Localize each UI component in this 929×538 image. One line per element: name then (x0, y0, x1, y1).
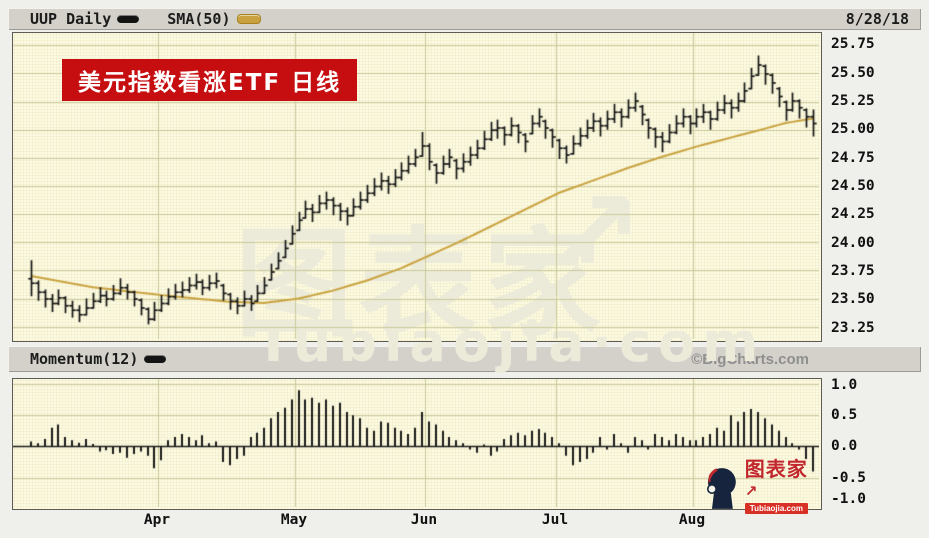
y-axis-tick-label: 25.00 (831, 121, 875, 138)
x-axis-month-label: Apr (143, 512, 171, 528)
tubiaojia-logo-texts: 图表家↗ Tubiaojia.com (744, 459, 821, 514)
y-axis-tick-label: -0.5 (831, 470, 866, 487)
chinese-title-banner: 美元指数看涨ETF 日线 (62, 59, 358, 101)
momentum-chart-canvas (13, 379, 819, 507)
y-axis-tick-label: 25.75 (831, 36, 875, 53)
momentum-label: Momentum(12) (30, 350, 139, 368)
momentum-header-bar: Momentum(12) ©BigCharts.com (8, 346, 921, 372)
y-axis-tick-label: 0.0 (831, 438, 858, 455)
y-axis-tick-label: 23.50 (831, 291, 875, 308)
price-y-axis: 25.75 25.50 25.25 25.00 24.75 24.50 24.25 24.00… (831, 32, 923, 340)
y-axis-tick-label: 24.25 (831, 206, 875, 223)
y-axis-tick-label: 25.25 (831, 93, 875, 110)
y-axis-tick-label: -1.0 (831, 491, 866, 507)
momentum-series-swatch-icon (144, 355, 167, 363)
tubiaojia-logo-arrow-icon: ↗ (744, 482, 759, 500)
tubiaojia-head-icon (706, 467, 736, 509)
x-axis-months: Apr May Jun Jul Aug (12, 512, 820, 532)
tubiaojia-logo-title: 图表家↗ (745, 459, 821, 501)
symbol-legend: UUP Daily (30, 10, 145, 28)
y-axis-tick-label: 23.75 (831, 262, 875, 279)
y-axis-tick-label: 24.50 (831, 178, 875, 194)
y-axis-tick-label: 24.00 (831, 234, 875, 251)
y-axis-tick-label: 1.0 (831, 377, 858, 393)
momentum-panel: 图表家↗ Tubiaojia.com (12, 378, 822, 514)
momentum-legend: Momentum(12) (30, 350, 172, 368)
sma-label: SMA(50) (167, 10, 231, 28)
sma-legend: SMA(50) (167, 10, 266, 28)
y-axis-tick-label: 23.25 (831, 319, 875, 336)
symbol-label: UUP Daily (30, 10, 112, 28)
price-series-swatch-icon (117, 15, 140, 23)
y-axis-tick-label: 24.75 (831, 149, 875, 166)
momentum-y-axis: 1.0 0.5 0.0 -0.5 -1.0 (831, 377, 923, 508)
tubiaojia-logo-cjk: 图表家 (744, 457, 808, 481)
tubiaojia-logo-url: Tubiaojia.com (744, 503, 808, 514)
tubiaojia-logo: 图表家↗ Tubiaojia.com (701, 459, 821, 514)
x-axis-month-label: Jun (410, 512, 438, 528)
y-axis-tick-label: 0.5 (831, 406, 858, 423)
x-axis-month-label: May (280, 512, 308, 528)
chart-header-bar: UUP Daily SMA(50) 8/28/18 (8, 8, 921, 30)
x-axis-month-label: Aug (678, 512, 706, 528)
sma-series-swatch-icon (236, 14, 261, 24)
bigcharts-copyright: ©BigCharts.com (691, 350, 809, 368)
y-axis-tick-label: 25.50 (831, 64, 875, 81)
chart-date: 8/28/18 (845, 10, 909, 28)
x-axis-month-label: Jul (541, 512, 569, 528)
